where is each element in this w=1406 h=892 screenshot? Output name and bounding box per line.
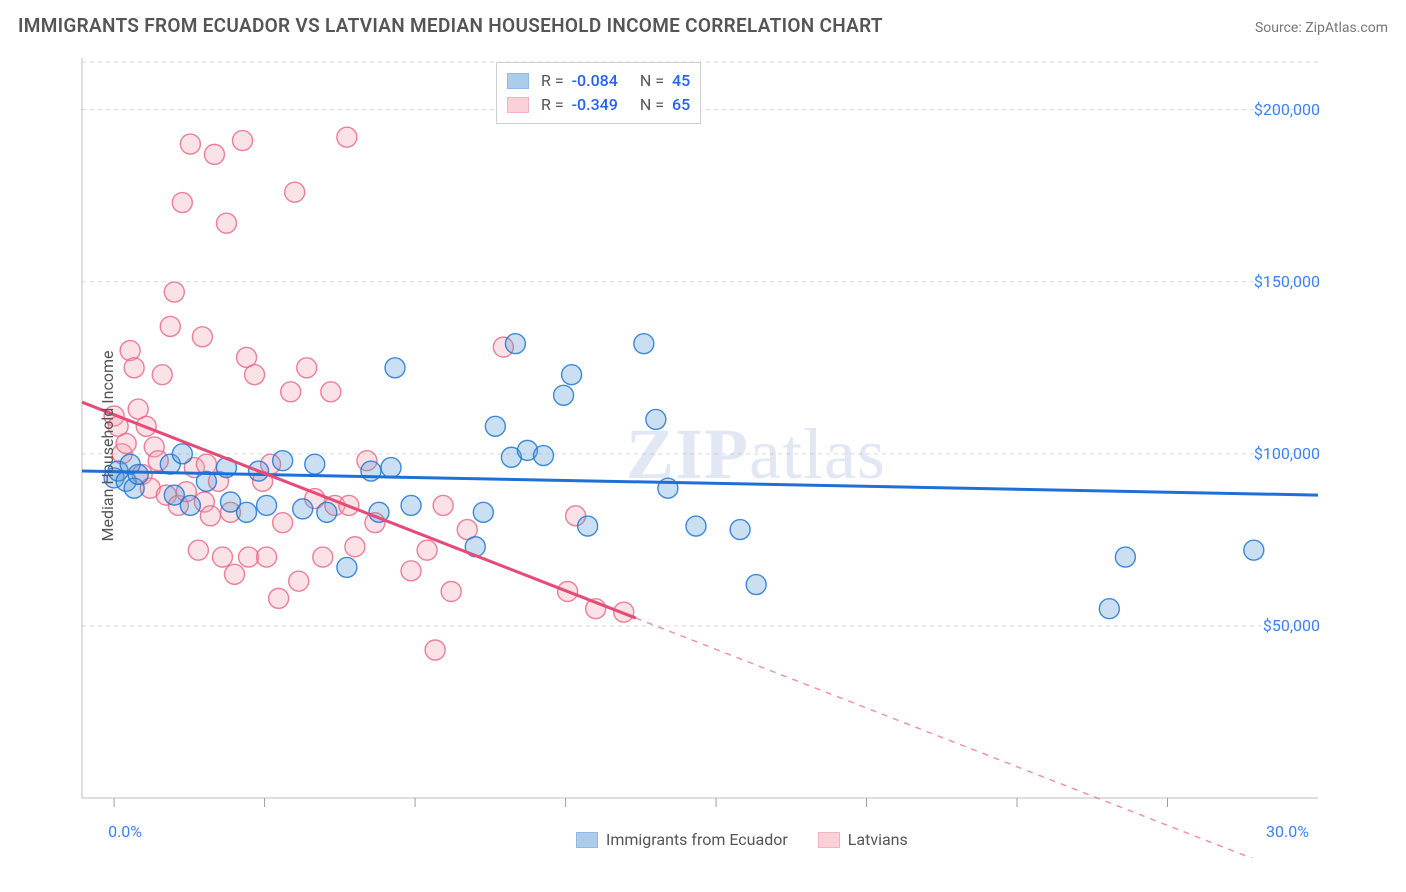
data-point <box>1099 599 1119 619</box>
data-point <box>505 334 525 354</box>
data-point <box>233 131 253 151</box>
y-tick-label: $200,000 <box>1240 100 1320 119</box>
stat-n-value: 45 <box>672 69 690 93</box>
data-point <box>305 454 325 474</box>
stat-r-value: -0.084 <box>572 69 618 93</box>
data-point <box>245 365 265 385</box>
data-point <box>313 547 333 567</box>
stat-n-label: N = <box>640 93 664 117</box>
data-point <box>289 571 309 591</box>
legend-label: Latvians <box>848 830 908 849</box>
data-point <box>172 193 192 213</box>
data-point <box>192 327 212 347</box>
data-point <box>473 502 493 522</box>
data-point <box>128 464 148 484</box>
data-point <box>172 444 192 464</box>
data-point <box>152 365 172 385</box>
y-tick-label: $100,000 <box>1240 444 1320 463</box>
stat-r-label: R = <box>541 93 564 117</box>
legend-label: Immigrants from Ecuador <box>606 830 788 849</box>
data-point <box>381 458 401 478</box>
legend-item: Immigrants from Ecuador <box>576 830 788 849</box>
plot-bg <box>82 58 1318 798</box>
chart-header: IMMIGRANTS FROM ECUADOR VS LATVIAN MEDIA… <box>18 14 1388 37</box>
legend-stat-row: R = -0.349 N = 65 <box>507 93 690 117</box>
stat-r-value: -0.349 <box>572 93 618 117</box>
data-point <box>257 495 277 515</box>
data-point <box>273 451 293 471</box>
data-point <box>345 537 365 557</box>
y-axis-label: Median Household Income <box>98 351 117 542</box>
data-point <box>239 547 259 567</box>
data-point <box>180 134 200 154</box>
chart-title: IMMIGRANTS FROM ECUADOR VS LATVIAN MEDIA… <box>18 14 883 37</box>
data-point <box>401 495 421 515</box>
y-tick-label: $50,000 <box>1240 616 1320 635</box>
stat-n-value: 65 <box>672 93 690 117</box>
data-point <box>425 640 445 660</box>
data-point <box>273 513 293 533</box>
x-tick-label: 30.0% <box>1266 822 1309 841</box>
x-tick-label: 0.0% <box>108 822 142 841</box>
y-tick-label: $150,000 <box>1240 272 1320 291</box>
data-point <box>180 495 200 515</box>
chart-svg <box>56 58 1348 858</box>
data-point <box>164 282 184 302</box>
data-point <box>317 502 337 522</box>
data-point <box>293 499 313 519</box>
chart-plot-area: ZIPatlas R =-0.084N =45R =-0.349N =65 Im… <box>56 58 1348 826</box>
data-point <box>257 547 277 567</box>
data-point <box>578 516 598 536</box>
data-point <box>337 127 357 147</box>
data-point <box>237 502 257 522</box>
chart-source: Source: ZipAtlas.com <box>1255 20 1388 36</box>
data-point <box>337 557 357 577</box>
data-point <box>1115 547 1135 567</box>
data-point <box>204 144 224 164</box>
data-point <box>1244 540 1264 560</box>
data-point <box>281 382 301 402</box>
data-point <box>269 588 289 608</box>
data-point <box>297 358 317 378</box>
data-point <box>116 433 136 453</box>
legend-swatch <box>507 97 529 113</box>
data-point <box>188 540 208 560</box>
data-point <box>554 385 574 405</box>
data-point <box>646 409 666 429</box>
data-point <box>285 182 305 202</box>
legend-stat-row: R = -0.084 N = 45 <box>507 69 690 93</box>
stat-r-label: R = <box>541 69 564 93</box>
data-point <box>401 561 421 581</box>
legend-swatch <box>576 832 598 848</box>
data-point <box>746 575 766 595</box>
data-point <box>634 334 654 354</box>
legend-item: Latvians <box>818 830 908 849</box>
data-point <box>124 358 144 378</box>
data-point <box>200 506 220 526</box>
data-point <box>562 365 582 385</box>
legend-swatch <box>818 832 840 848</box>
data-point <box>417 540 437 560</box>
stat-n-label: N = <box>640 69 664 93</box>
data-point <box>686 516 706 536</box>
data-point <box>212 547 232 567</box>
data-point <box>321 382 341 402</box>
data-point <box>730 520 750 540</box>
data-point <box>485 416 505 436</box>
data-point <box>224 564 244 584</box>
series-legend: Immigrants from Ecuador Latvians <box>576 830 908 849</box>
data-point <box>433 495 453 515</box>
legend-swatch <box>507 73 529 89</box>
data-point <box>385 358 405 378</box>
data-point <box>216 213 236 233</box>
data-point <box>160 316 180 336</box>
data-point <box>441 581 461 601</box>
data-point <box>533 446 553 466</box>
correlation-legend: R = -0.084 N = 45 R = -0.349 N = 65 <box>496 62 701 124</box>
